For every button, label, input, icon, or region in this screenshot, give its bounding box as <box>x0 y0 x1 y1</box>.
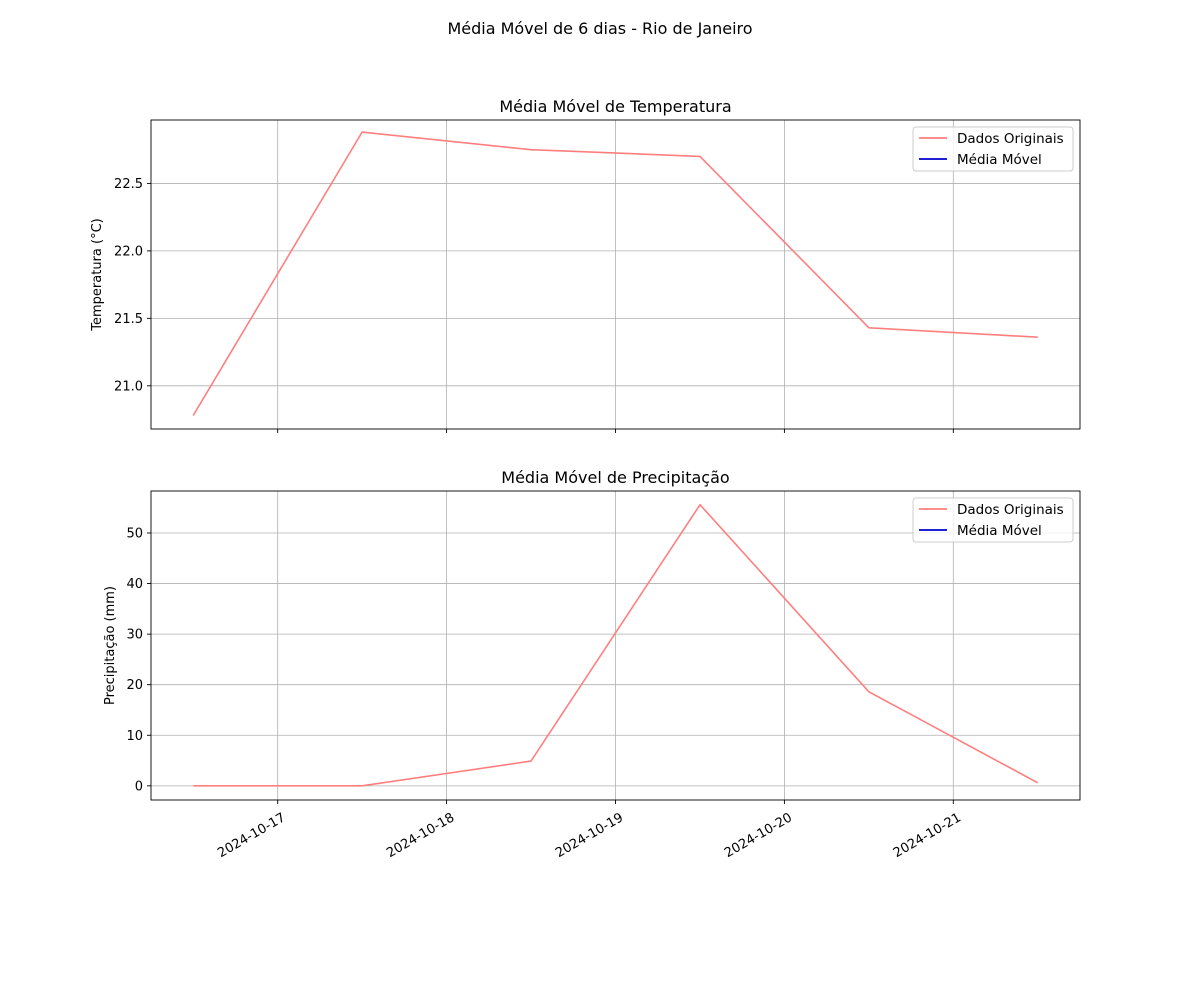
legend: Dados Originais Média Móvel <box>912 497 1074 543</box>
y-tick-label: 30 <box>126 628 143 643</box>
legend: Dados Originais Média Móvel <box>912 126 1074 172</box>
chart-title: Média Móvel de Temperatura <box>499 97 731 116</box>
y-tick-label: 0 <box>135 779 143 794</box>
legend-label-2: Média Móvel <box>957 523 1042 539</box>
y-axis-label: Precipitação (mm) <box>103 586 118 705</box>
y-tick-label: 20 <box>126 678 143 693</box>
y-tick-label: 21.0 <box>114 379 143 394</box>
series-line-1 <box>192 131 1038 416</box>
legend-label-1: Dados Originais <box>957 502 1064 518</box>
legend-box <box>912 497 1074 543</box>
y-tick-label: 22.0 <box>114 244 143 259</box>
y-tick-label: 40 <box>126 577 143 592</box>
chart-title: Média Móvel de Precipitação <box>501 468 729 487</box>
y-tick-label: 21.5 <box>114 312 143 327</box>
y-tick-label: 50 <box>126 526 143 541</box>
figure-title: Média Móvel de 6 dias - Rio de Janeiro <box>447 19 752 38</box>
y-axis-label: Temperatura (°C) <box>90 218 105 331</box>
series-line-1 <box>193 503 1039 787</box>
legend-box <box>912 126 1074 172</box>
chart-panel-1: Média Móvel de Temperatura 21.0 21.5 22.0 22… <box>90 97 1081 433</box>
charts-container: Média Móvel de Temperatura 21.0 21.5 22.0 22… <box>90 97 1081 861</box>
y-tick-label: 10 <box>126 729 143 744</box>
legend-label-1: Dados Originais <box>957 131 1064 147</box>
legend-label-2: Média Móvel <box>957 152 1042 168</box>
y-tick-label: 22.5 <box>114 177 143 192</box>
